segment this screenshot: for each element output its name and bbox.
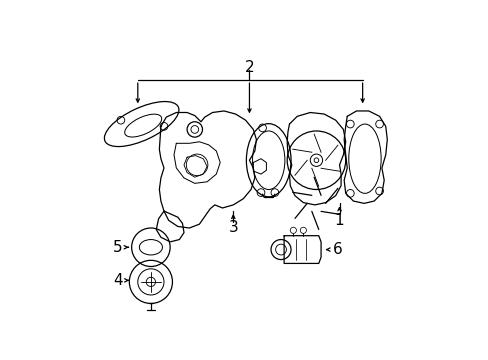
Text: 1: 1 [334, 213, 344, 228]
Text: 5: 5 [113, 240, 122, 255]
Text: 2: 2 [244, 60, 254, 75]
Text: 6: 6 [332, 242, 342, 257]
Text: 3: 3 [228, 220, 238, 235]
Text: 4: 4 [113, 273, 122, 288]
